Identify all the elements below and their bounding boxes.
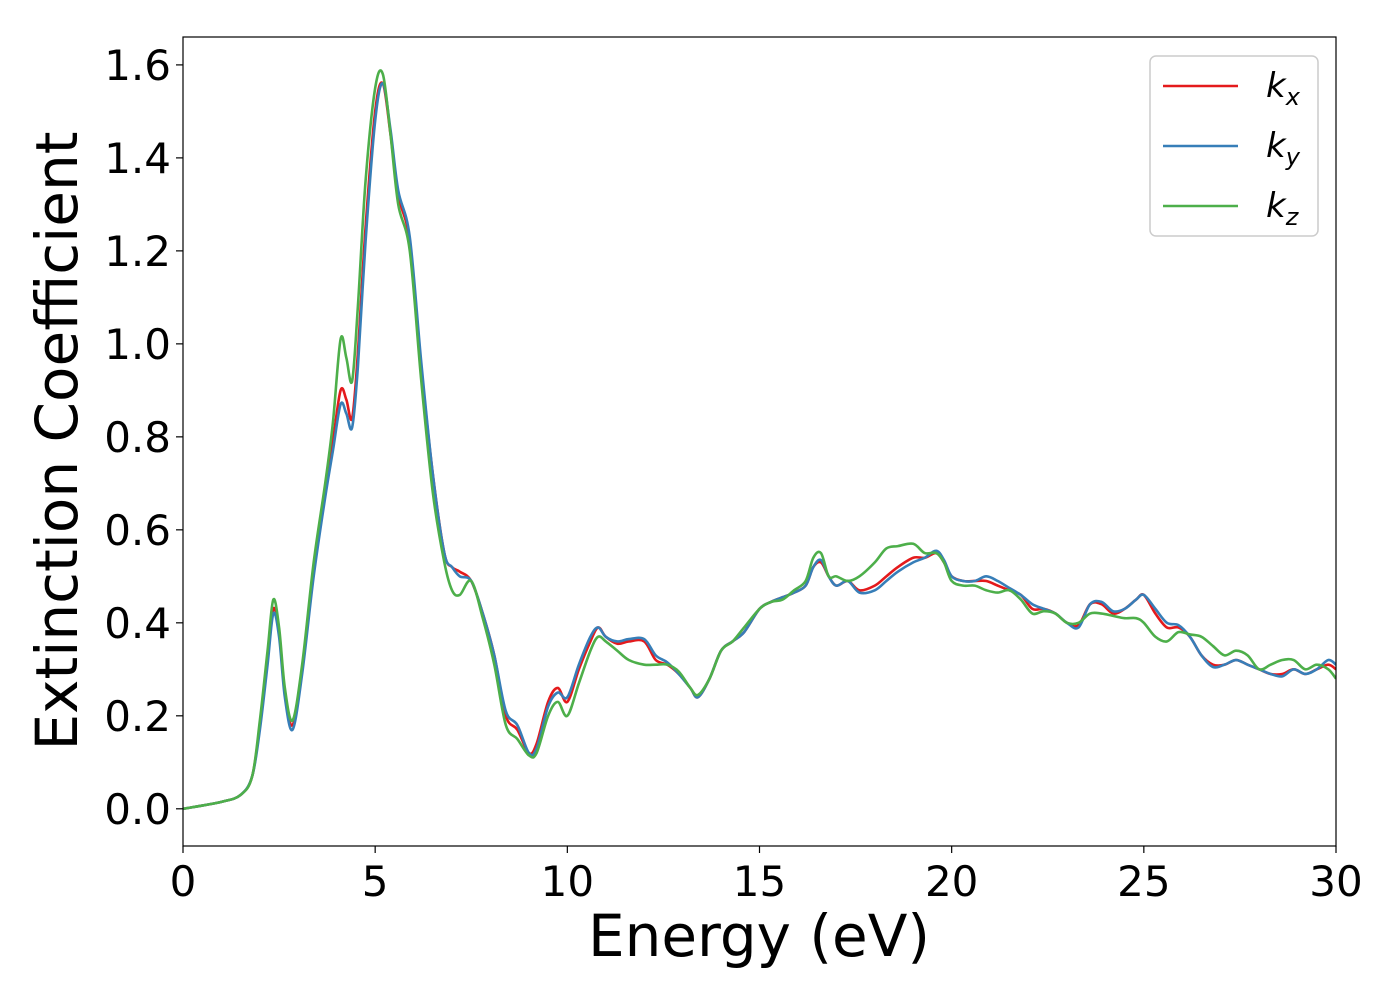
x-tick-label: 20 [925, 857, 978, 906]
legend-label-subscript: y [1285, 143, 1301, 171]
legend-label-subscript: x [1285, 83, 1301, 111]
y-tick-label: 0.4 [104, 599, 171, 648]
legend-label-ky: ky [1266, 126, 1301, 171]
legend-label-main: k [1266, 126, 1287, 166]
legend-label-subscript: z [1285, 203, 1300, 231]
series-layer [183, 69, 1336, 811]
legend-label-kx: kx [1266, 66, 1301, 111]
x-tick-label: 25 [1117, 857, 1170, 906]
legend-label-main: k [1266, 66, 1287, 106]
y-tick-label: 1.2 [104, 227, 171, 276]
y-tick-label: 1.0 [104, 320, 171, 369]
legend-label-main: k [1266, 186, 1287, 226]
x-tick-label: 5 [362, 857, 389, 906]
y-tick-label: 1.4 [104, 134, 171, 183]
plot-area [183, 37, 1336, 846]
x-tick-label: 0 [170, 857, 197, 906]
y-axis-ticks: 0.0 0.2 0.4 0.6 0.8 1.0 1.2 1.4 1.6 [104, 41, 183, 834]
y-axis-title: Extinction Coefficient [23, 132, 91, 751]
legend-label-kz: kz [1266, 186, 1300, 231]
y-tick-label: 0.8 [104, 413, 171, 462]
series-line-kz [183, 69, 1336, 811]
y-tick-label: 0.0 [104, 785, 171, 834]
y-tick-label: 1.6 [104, 41, 171, 90]
x-tick-label: 15 [733, 857, 786, 906]
x-tick-label: 10 [541, 857, 594, 906]
y-tick-label: 0.2 [104, 692, 171, 741]
x-axis-ticks: 0 5 10 15 20 25 30 [170, 846, 1363, 906]
y-tick-label: 0.6 [104, 506, 171, 555]
x-axis-title: Energy (eV) [588, 902, 930, 970]
x-tick-label: 30 [1309, 857, 1362, 906]
